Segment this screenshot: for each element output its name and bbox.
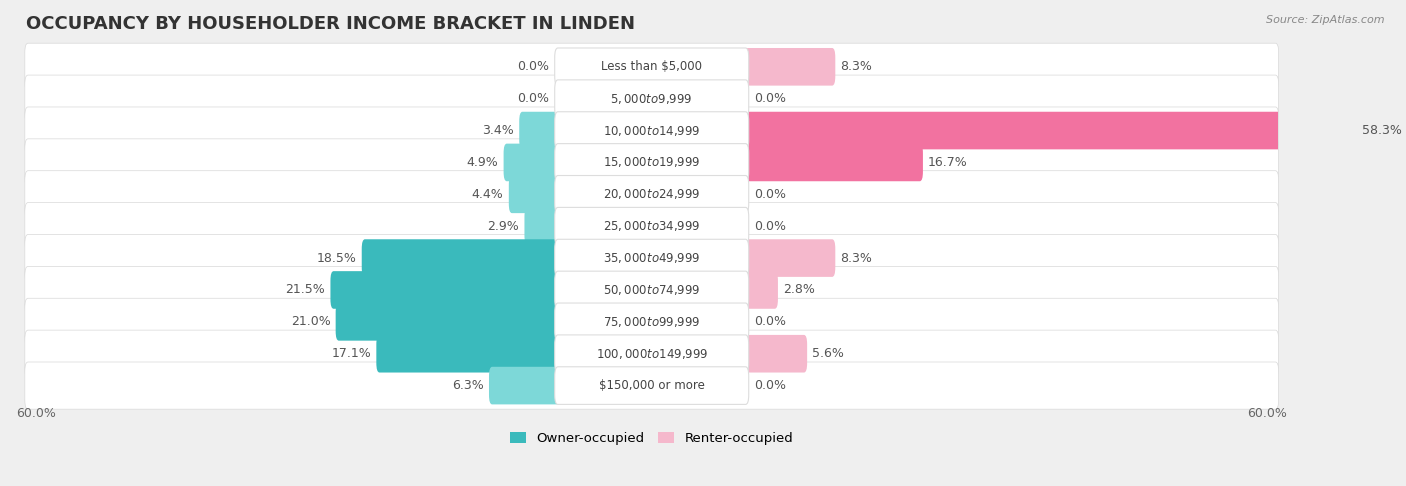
FancyBboxPatch shape [25,298,1278,346]
FancyBboxPatch shape [555,208,749,245]
FancyBboxPatch shape [503,144,561,181]
FancyBboxPatch shape [25,362,1278,409]
FancyBboxPatch shape [336,303,561,341]
Text: 58.3%: 58.3% [1362,124,1402,137]
FancyBboxPatch shape [555,271,749,309]
Text: 0.0%: 0.0% [517,60,550,73]
Text: 0.0%: 0.0% [754,92,786,105]
FancyBboxPatch shape [25,171,1278,218]
FancyBboxPatch shape [742,144,922,181]
Text: $20,000 to $24,999: $20,000 to $24,999 [603,187,700,201]
Text: 0.0%: 0.0% [754,220,786,233]
FancyBboxPatch shape [25,43,1278,90]
FancyBboxPatch shape [489,367,561,404]
Text: 3.4%: 3.4% [482,124,515,137]
FancyBboxPatch shape [361,239,561,277]
FancyBboxPatch shape [25,330,1278,377]
Text: $5,000 to $9,999: $5,000 to $9,999 [610,92,693,105]
FancyBboxPatch shape [555,303,749,341]
Legend: Owner-occupied, Renter-occupied: Owner-occupied, Renter-occupied [505,427,799,451]
Text: 6.3%: 6.3% [451,379,484,392]
FancyBboxPatch shape [555,335,749,373]
FancyBboxPatch shape [377,335,561,373]
FancyBboxPatch shape [742,335,807,373]
FancyBboxPatch shape [25,139,1278,186]
Text: 17.1%: 17.1% [332,347,371,360]
FancyBboxPatch shape [25,203,1278,250]
Text: $150,000 or more: $150,000 or more [599,379,704,392]
Text: $25,000 to $34,999: $25,000 to $34,999 [603,219,700,233]
FancyBboxPatch shape [742,112,1357,149]
FancyBboxPatch shape [742,48,835,86]
FancyBboxPatch shape [509,175,561,213]
Text: $75,000 to $99,999: $75,000 to $99,999 [603,315,700,329]
Text: 4.4%: 4.4% [472,188,503,201]
FancyBboxPatch shape [555,239,749,277]
FancyBboxPatch shape [555,367,749,404]
Text: 0.0%: 0.0% [754,188,786,201]
Text: 60.0%: 60.0% [1247,407,1286,420]
Text: $100,000 to $149,999: $100,000 to $149,999 [596,347,709,361]
Text: $10,000 to $14,999: $10,000 to $14,999 [603,123,700,138]
FancyBboxPatch shape [25,234,1278,282]
Text: 16.7%: 16.7% [928,156,967,169]
Text: 18.5%: 18.5% [316,252,357,264]
FancyBboxPatch shape [524,208,561,245]
Text: 21.0%: 21.0% [291,315,330,329]
Text: Source: ZipAtlas.com: Source: ZipAtlas.com [1267,15,1385,25]
FancyBboxPatch shape [330,271,561,309]
FancyBboxPatch shape [519,112,561,149]
FancyBboxPatch shape [555,112,749,149]
Text: $35,000 to $49,999: $35,000 to $49,999 [603,251,700,265]
Text: 60.0%: 60.0% [17,407,56,420]
Text: 8.3%: 8.3% [841,252,872,264]
Text: OCCUPANCY BY HOUSEHOLDER INCOME BRACKET IN LINDEN: OCCUPANCY BY HOUSEHOLDER INCOME BRACKET … [25,15,636,33]
Text: 21.5%: 21.5% [285,283,325,296]
Text: $15,000 to $19,999: $15,000 to $19,999 [603,156,700,170]
FancyBboxPatch shape [25,107,1278,154]
FancyBboxPatch shape [25,266,1278,313]
Text: 2.8%: 2.8% [783,283,815,296]
FancyBboxPatch shape [555,80,749,118]
FancyBboxPatch shape [742,239,835,277]
Text: Less than $5,000: Less than $5,000 [602,60,702,73]
Text: 2.9%: 2.9% [488,220,519,233]
Text: $50,000 to $74,999: $50,000 to $74,999 [603,283,700,297]
FancyBboxPatch shape [25,75,1278,122]
Text: 0.0%: 0.0% [754,379,786,392]
Text: 0.0%: 0.0% [754,315,786,329]
Text: 0.0%: 0.0% [517,92,550,105]
FancyBboxPatch shape [742,271,778,309]
Text: 8.3%: 8.3% [841,60,872,73]
FancyBboxPatch shape [555,48,749,86]
Text: 5.6%: 5.6% [813,347,844,360]
Text: 4.9%: 4.9% [467,156,498,169]
FancyBboxPatch shape [555,175,749,213]
FancyBboxPatch shape [555,144,749,181]
